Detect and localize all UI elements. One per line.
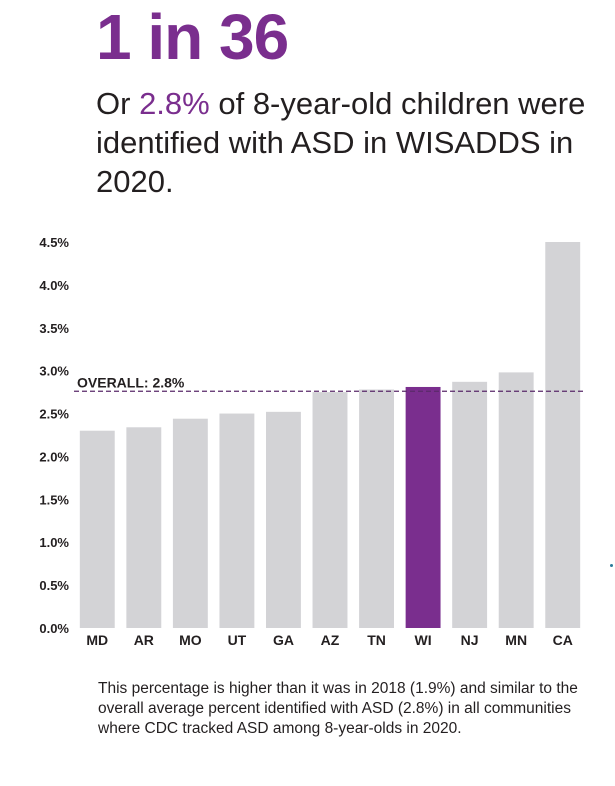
- y-tick-label: 2.5%: [39, 407, 69, 422]
- y-tick-label: 3.0%: [39, 364, 69, 379]
- x-tick-label: NJ: [461, 632, 479, 648]
- subheadline: Or 2.8% of 8-year-old children were iden…: [96, 84, 596, 201]
- overall-line-label: OVERALL: 2.8%: [77, 374, 185, 390]
- x-tick-label: UT: [228, 632, 247, 648]
- y-tick-label: 2.0%: [39, 449, 69, 464]
- x-tick-label: TN: [367, 632, 386, 648]
- x-tick-label: AZ: [321, 632, 340, 648]
- bar-mn: [498, 372, 534, 628]
- bar-ut: [219, 413, 255, 628]
- bar-mo: [172, 418, 208, 628]
- bar-az: [312, 392, 348, 628]
- bar-md: [79, 430, 115, 628]
- bars: [79, 242, 581, 628]
- subhead-highlight: 2.8%: [139, 86, 210, 121]
- x-tick-label: MD: [86, 632, 108, 648]
- x-axis: MD AR MO UT GA AZ TN WI NJ MN CA: [86, 632, 572, 648]
- y-tick-label: 1.5%: [39, 492, 69, 507]
- bar-ar: [126, 427, 162, 628]
- bar-nj: [452, 381, 488, 628]
- x-tick-label: CA: [553, 632, 573, 648]
- y-tick-label: 3.5%: [39, 321, 69, 336]
- y-tick-label: 0.5%: [39, 578, 69, 593]
- bar-tn: [359, 389, 394, 628]
- y-tick-label: 4.0%: [39, 278, 69, 293]
- x-tick-label: GA: [273, 632, 294, 648]
- y-axis: 0.0% 0.5% 1.0% 1.5% 2.0% 2.5% 3.0% 3.5% 4.0% 4.5%: [39, 235, 69, 636]
- headline: 1 in 36: [96, 1, 289, 73]
- x-tick-label: MN: [505, 632, 527, 648]
- subhead-prefix: Or: [96, 86, 140, 121]
- caption: This percentage is higher than it was in…: [98, 680, 578, 737]
- y-tick-label: 4.5%: [39, 235, 69, 250]
- x-tick-label: MO: [179, 632, 202, 648]
- bar-wi: [405, 386, 441, 628]
- bar-ca: [545, 242, 581, 628]
- x-tick-label: WI: [415, 632, 432, 648]
- decorative-dot: [610, 564, 613, 567]
- subhead-suffix: of 8-year-old children were identified w…: [96, 86, 586, 199]
- y-tick-label: 1.0%: [39, 535, 69, 550]
- asd-bar-chart: 0.0% 0.5% 1.0% 1.5% 2.0% 2.5% 3.0% 3.5% 4.0% 4.5%…: [39, 235, 586, 648]
- x-tick-label: AR: [134, 632, 154, 648]
- overall-reference-line: OVERALL: 2.8%: [74, 374, 586, 392]
- bar-ga: [266, 411, 301, 628]
- y-tick-label: 0.0%: [39, 621, 69, 636]
